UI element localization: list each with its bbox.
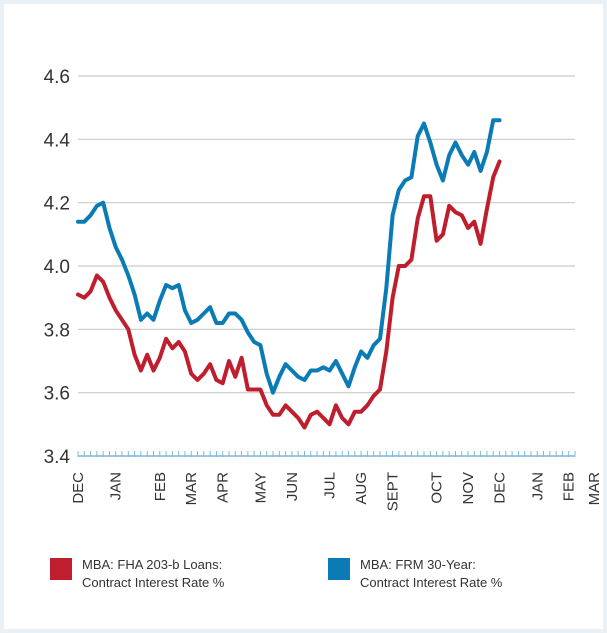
x-tick-label-jan: JAN — [108, 472, 125, 500]
x-tick-label-sept: SEPT — [385, 472, 402, 511]
legend-label-fha: MBA: FHA 203-b Loans: Contract Interest … — [82, 556, 224, 592]
x-tick-label-dec: DEC — [492, 472, 509, 504]
x-tick-label-mar: MAR — [586, 472, 603, 506]
x-tick-label-feb: FEB — [561, 472, 578, 501]
grid-lines — [78, 75, 575, 457]
legend-swatch-fha — [50, 558, 72, 580]
legend-item-fha: MBA: FHA 203-b Loans: Contract Interest … — [50, 556, 224, 592]
x-tick-label-apr: APR — [215, 472, 232, 503]
chart-frame: 3.4 3.6 3.8 4.0 4.2 4.4 4.6 DEC JAN FEB MAR APR MAY… — [4, 4, 603, 629]
y-tick-label-4.0: 4.0 — [44, 257, 70, 278]
x-axis-month-labels: DEC JAN FEB MAR APR MAY JUN JUL AUG SEPT OCT NOV DEC… — [70, 472, 603, 511]
x-tick-label-nov: NOV — [460, 472, 477, 505]
series-line-fha — [76, 159, 502, 430]
legend-swatch-frm — [328, 558, 350, 580]
y-tick-label-3.6: 3.6 — [44, 384, 70, 405]
y-axis-ticks: 3.4 3.6 3.8 4.0 4.2 4.4 4.6 — [44, 67, 71, 468]
x-tick-label-jul: JUL — [322, 472, 339, 499]
legend-label-fha-line2: Contract Interest Rate % — [82, 575, 225, 590]
x-tick-label-dec: DEC — [70, 472, 87, 504]
line-chart: 3.4 3.6 3.8 4.0 4.2 4.4 4.6 DEC JAN FEB MAR APR MAY… — [44, 67, 603, 511]
y-tick-label-4.2: 4.2 — [44, 194, 70, 215]
x-tick-label-mar: MAR — [183, 472, 200, 506]
x-tick-label-oct: OCT — [429, 472, 446, 504]
y-tick-label-4.4: 4.4 — [44, 130, 71, 151]
legend-label-frm-line1: MBA: FRM 30-Year: — [360, 557, 476, 572]
y-tick-label-3.8: 3.8 — [44, 320, 70, 341]
legend-label-fha-line1: MBA: FHA 203-b Loans: — [82, 557, 223, 572]
legend-label-frm-line2: Contract Interest Rate % — [360, 575, 503, 590]
x-tick-label-may: MAY — [252, 472, 269, 503]
x-tick-label-jun: JUN — [284, 472, 301, 501]
series-line-frm — [76, 118, 502, 395]
x-axis-minor-ticks — [77, 451, 576, 457]
y-tick-label-4.6: 4.6 — [44, 67, 70, 88]
y-tick-label-3.4: 3.4 — [44, 447, 71, 468]
x-tick-label-jan: JAN — [529, 472, 546, 500]
legend-item-frm: MBA: FRM 30-Year: Contract Interest Rate… — [328, 556, 502, 592]
legend-label-frm: MBA: FRM 30-Year: Contract Interest Rate… — [360, 556, 502, 592]
series-lines — [76, 118, 502, 430]
x-tick-label-aug: AUG — [353, 472, 370, 505]
x-tick-label-feb: FEB — [152, 472, 169, 501]
